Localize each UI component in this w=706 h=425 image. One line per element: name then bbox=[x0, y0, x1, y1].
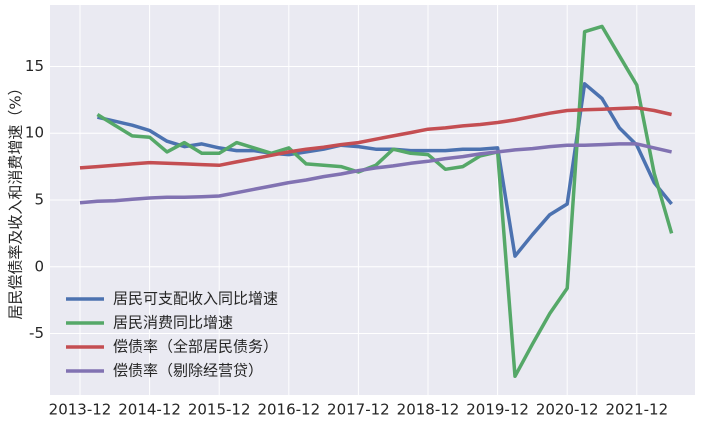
x-tick-label: 2016-12 bbox=[257, 401, 320, 419]
y-axis-label: 居民偿债率及收入和消费增速（%） bbox=[7, 80, 25, 319]
x-tick-label: 2021-12 bbox=[605, 401, 668, 419]
x-tick-label: 2020-12 bbox=[536, 401, 599, 419]
y-tick-label: 5 bbox=[34, 191, 44, 209]
y-tick-label: 15 bbox=[25, 57, 44, 75]
x-tick-label: 2015-12 bbox=[188, 401, 251, 419]
x-tick-label: 2013-12 bbox=[49, 401, 112, 419]
legend-label: 居民可支配收入同比增速 bbox=[113, 290, 278, 308]
y-tick-label: -5 bbox=[29, 324, 44, 342]
y-tick-label: 0 bbox=[34, 257, 44, 275]
x-tick-label: 2018-12 bbox=[397, 401, 460, 419]
x-tick-label: 2014-12 bbox=[118, 401, 181, 419]
legend-label: 偿债率（剔除经营贷） bbox=[113, 362, 263, 380]
series-line bbox=[96, 24, 674, 379]
series-line bbox=[79, 142, 672, 205]
legend-label: 居民消费同比增速 bbox=[113, 314, 233, 332]
x-tick-label: 2019-12 bbox=[466, 401, 529, 419]
x-tick-label: 2017-12 bbox=[327, 401, 390, 419]
legend-label: 偿债率（全部居民债务） bbox=[113, 338, 278, 356]
series-line bbox=[79, 106, 672, 170]
y-tick-label: 10 bbox=[25, 124, 44, 142]
